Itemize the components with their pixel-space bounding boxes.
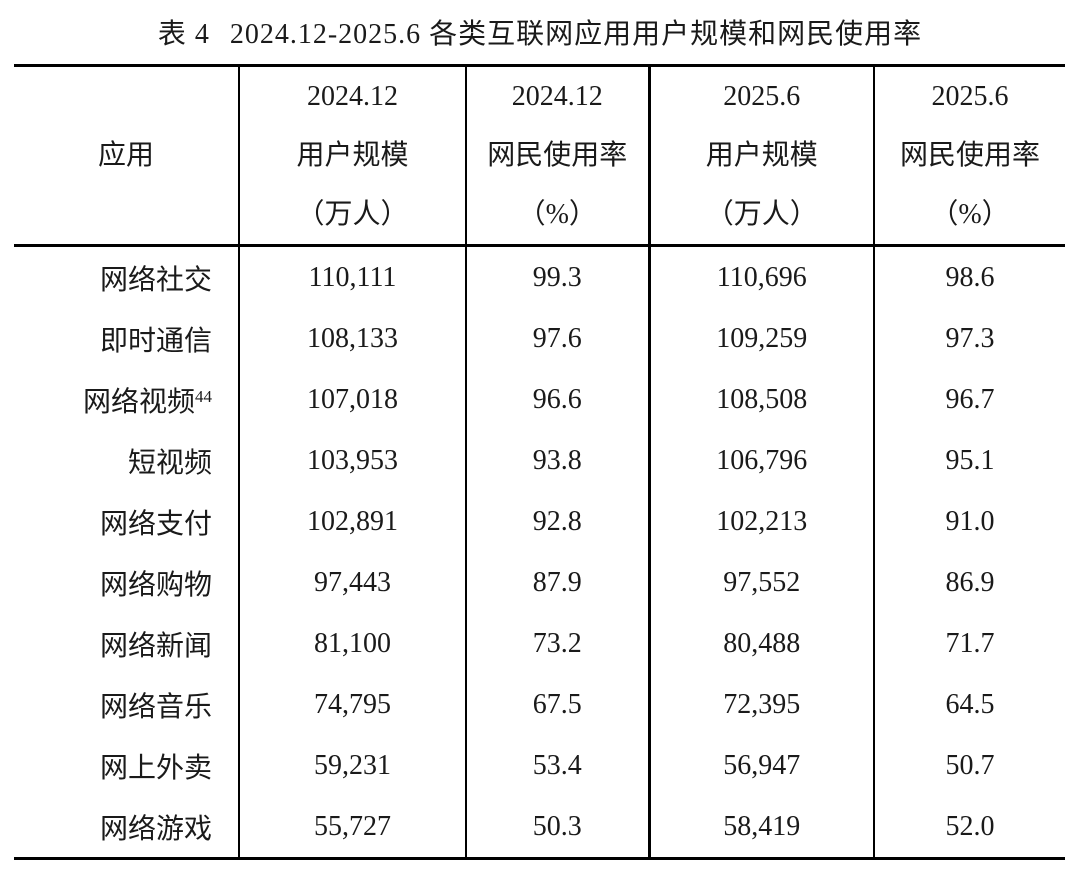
header-period: 2025.6 [723, 81, 801, 112]
app-name: 网络视频 [82, 386, 195, 418]
header-period: 2025.6 [931, 81, 1009, 112]
value-cell: 96.7 [873, 369, 1065, 430]
value-cell: 67.5 [465, 674, 649, 735]
value-cell: 108,133 [238, 308, 466, 369]
value-cell: 98.6 [873, 245, 1065, 308]
table-caption-text: 2024.12-2025.6 各类互联网应用用户规模和网民使用率 [229, 19, 923, 50]
app-name-cell: 网络游戏 [14, 796, 239, 859]
table-row: 网络游戏 55,727 50.3 58,419 52.0 [14, 796, 1065, 859]
value-cell: 50.3 [465, 796, 649, 859]
table-row: 短视频 103,953 93.8 106,796 95.1 [14, 430, 1065, 491]
value-cell: 74,795 [238, 674, 466, 735]
value-cell: 96.6 [465, 369, 649, 430]
value-cell: 110,111 [238, 245, 466, 308]
value-cell: 73.2 [465, 613, 649, 674]
value-cell: 97.6 [465, 308, 649, 369]
value-cell: 106,796 [647, 430, 874, 491]
app-name-cell: 网上外卖 [14, 735, 239, 796]
app-name: 网络支付 [99, 508, 212, 540]
value-cell: 58,419 [647, 796, 874, 859]
value-cell: 103,953 [238, 430, 466, 491]
header-metric: 用户规模 [296, 140, 409, 171]
header-cell-2: 2024.12 用户规模 （万人） [238, 65, 466, 247]
value-cell: 53.4 [465, 735, 649, 796]
table-row: 网络购物 97,443 87.9 97,552 86.9 [14, 552, 1065, 613]
header-cell-3: 2024.12 网民使用率 （%） [465, 65, 649, 247]
value-cell: 97,552 [647, 552, 874, 613]
table-row: 网上外卖 59,231 53.4 56,947 50.7 [14, 735, 1065, 796]
app-name-cell: 网络新闻 [14, 613, 239, 674]
value-cell: 50.7 [873, 735, 1065, 796]
app-name: 网络音乐 [99, 691, 212, 723]
app-name: 即时通信 [99, 325, 212, 357]
value-cell: 108,508 [647, 369, 874, 430]
value-cell: 97,443 [238, 552, 466, 613]
value-cell: 95.1 [873, 430, 1065, 491]
header-metric: 网民使用率 [487, 140, 628, 171]
header-metric: 网民使用率 [899, 140, 1040, 171]
value-cell: 52.0 [873, 796, 1065, 859]
header-row: 应用 2024.12 用户规模 （万人） 2024.12 网民使用率 （%） 2025.6 用… [14, 65, 1065, 247]
value-cell: 91.0 [873, 491, 1065, 552]
value-cell: 71.7 [873, 613, 1065, 674]
header-unit: （万人） [296, 199, 409, 230]
header-cell-4: 2025.6 用户规模 （万人） [647, 65, 874, 247]
data-table: 应用 2024.12 用户规模 （万人） 2024.12 网民使用率 （%） 2025.6 用… [14, 64, 1065, 860]
header-cell-5: 2025.6 网民使用率 （%） [873, 65, 1065, 247]
app-name: 网上外卖 [99, 752, 212, 784]
value-cell: 97.3 [873, 308, 1065, 369]
value-cell: 102,891 [238, 491, 466, 552]
value-cell: 92.8 [465, 491, 649, 552]
header-unit: （%） [930, 199, 1010, 230]
header-metric: 用户规模 [705, 140, 818, 171]
app-name-cell: 即时通信 [14, 308, 239, 369]
value-cell: 59,231 [238, 735, 466, 796]
value-cell: 109,259 [647, 308, 874, 369]
value-cell: 107,018 [238, 369, 466, 430]
table-row: 即时通信 108,133 97.6 109,259 97.3 [14, 308, 1065, 369]
value-cell: 56,947 [647, 735, 874, 796]
app-name: 网络社交 [99, 264, 212, 296]
value-cell: 72,395 [647, 674, 874, 735]
table-row: 网络支付 102,891 92.8 102,213 91.0 [14, 491, 1065, 552]
table-caption-label: 表 4 [157, 19, 210, 50]
app-name-cell: 短视频 [14, 430, 239, 491]
app-name: 网络购物 [99, 569, 212, 601]
value-cell: 86.9 [873, 552, 1065, 613]
app-name: 网络游戏 [99, 813, 212, 845]
app-name-cell: 网络音乐 [14, 674, 239, 735]
header-period: 2024.12 [307, 81, 398, 112]
table-row: 网络音乐 74,795 67.5 72,395 64.5 [14, 674, 1065, 735]
value-cell: 87.9 [465, 552, 649, 613]
app-name-cell: 网络购物 [14, 552, 239, 613]
table-row: 网络社交 110,111 99.3 110,696 98.6 [14, 245, 1065, 309]
app-name-cell: 网络视频44 [14, 369, 239, 430]
value-cell: 102,213 [647, 491, 874, 552]
value-cell: 80,488 [647, 613, 874, 674]
header-unit: （万人） [705, 199, 818, 230]
app-name: 短视频 [127, 447, 212, 479]
app-name-cell: 网络支付 [14, 491, 239, 552]
value-cell: 110,696 [647, 245, 874, 308]
app-name-cell: 网络社交 [14, 246, 239, 309]
value-cell: 99.3 [465, 245, 649, 308]
app-name: 网络新闻 [99, 630, 212, 662]
header-unit: （%） [517, 199, 597, 230]
header-app-label: 应用 [97, 140, 154, 171]
value-cell: 93.8 [465, 430, 649, 491]
table-row: 网络视频44 107,018 96.6 108,508 96.7 [14, 369, 1065, 430]
table-row: 网络新闻 81,100 73.2 80,488 71.7 [14, 613, 1065, 674]
table-caption: 表 4 2024.12-2025.6 各类互联网应用用户规模和网民使用率 [0, 0, 1080, 64]
value-cell: 81,100 [238, 613, 466, 674]
header-cell-app: 应用 [14, 65, 239, 247]
footnote-marker: 44 [195, 386, 212, 406]
header-period: 2024.12 [511, 81, 603, 112]
value-cell: 55,727 [238, 796, 466, 859]
value-cell: 64.5 [873, 674, 1065, 735]
